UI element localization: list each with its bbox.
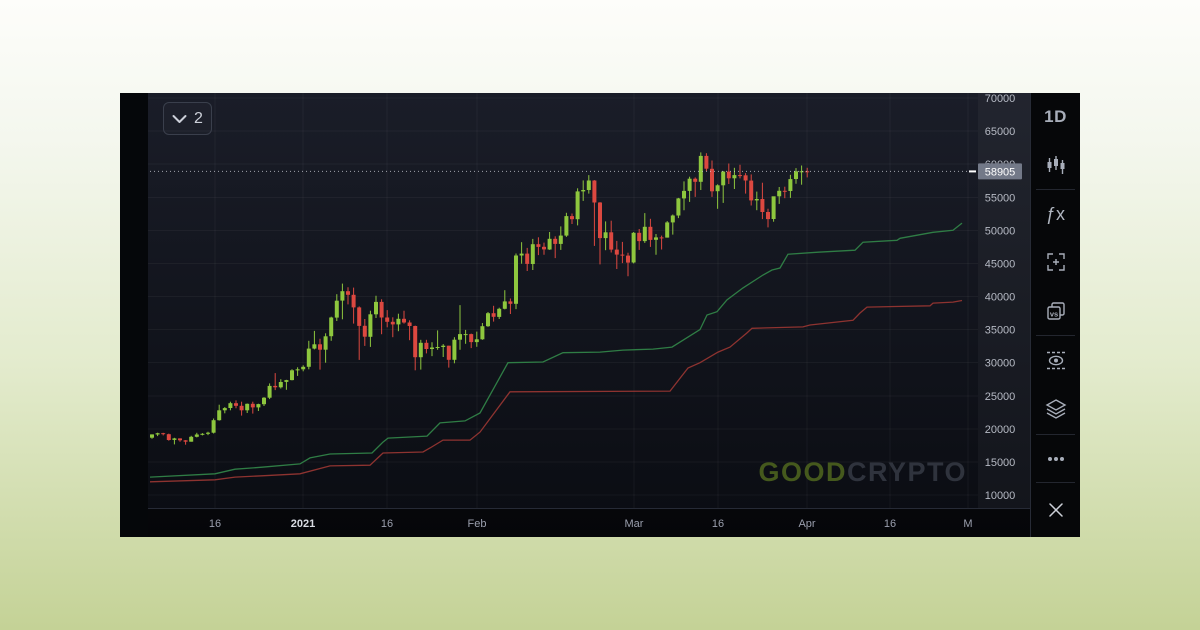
svg-text:16: 16 <box>209 518 221 530</box>
hide-drawings-button[interactable] <box>1031 336 1080 384</box>
toolbar-divider <box>1036 482 1075 483</box>
svg-text:10000: 10000 <box>985 490 1016 502</box>
green-level-line <box>149 222 963 478</box>
svg-text:40000: 40000 <box>985 292 1016 304</box>
right-toolbar: 1D ƒx vs <box>1030 93 1080 537</box>
drawing-tools-button[interactable] <box>1031 238 1080 286</box>
svg-text:55000: 55000 <box>985 192 1016 204</box>
grid <box>148 93 978 508</box>
svg-text:15000: 15000 <box>985 457 1016 469</box>
red-level-line <box>149 299 963 483</box>
indicators-button[interactable]: ƒx <box>1031 190 1080 238</box>
close-button[interactable] <box>1031 483 1080 537</box>
svg-text:65000: 65000 <box>985 126 1016 138</box>
timeframe-label: 1D <box>1044 107 1067 126</box>
fx-label: ƒx <box>1045 203 1065 224</box>
svg-text:2021: 2021 <box>291 518 315 530</box>
svg-text:58905: 58905 <box>985 166 1016 178</box>
more-options-button[interactable] <box>1031 435 1080 483</box>
indicator-count-label: 2 <box>194 109 203 127</box>
svg-text:70000: 70000 <box>985 93 1016 105</box>
svg-text:16: 16 <box>884 518 896 530</box>
candles-icon <box>1047 156 1064 174</box>
svg-text:Mar: Mar <box>625 518 644 530</box>
toolbar-divider <box>1036 335 1075 336</box>
svg-text:45000: 45000 <box>985 258 1016 270</box>
svg-text:CRYPTO: CRYPTO <box>847 457 967 487</box>
svg-text:20000: 20000 <box>985 424 1016 436</box>
frame-plus-icon <box>1046 253 1065 271</box>
layers-icon <box>1045 399 1066 419</box>
svg-text:16: 16 <box>381 518 393 530</box>
ellipsis-icon <box>1047 457 1064 461</box>
indicators-collapse-button[interactable]: 2 <box>163 102 212 135</box>
last-price-label: 58905 <box>150 163 1022 180</box>
svg-text:M: M <box>963 518 972 530</box>
compare-vs-icon: vs <box>1046 302 1065 320</box>
svg-text:vs: vs <box>1049 310 1057 319</box>
svg-text:50000: 50000 <box>985 225 1016 237</box>
candlestick-series <box>150 152 810 445</box>
close-icon <box>1048 503 1063 517</box>
svg-text:GOOD: GOOD <box>758 457 847 487</box>
svg-text:35000: 35000 <box>985 325 1016 337</box>
timeframe-button[interactable]: 1D <box>1031 93 1080 141</box>
chevron-down-icon <box>172 114 187 123</box>
svg-text:25000: 25000 <box>985 391 1016 403</box>
time-scale-background <box>148 508 1030 537</box>
svg-text:30000: 30000 <box>985 358 1016 370</box>
chart-panel: GOODCRYPTO700006500060000550005000045000… <box>120 93 1080 537</box>
eye-dashed-icon <box>1046 351 1065 370</box>
chart-style-button[interactable] <box>1031 141 1080 189</box>
svg-text:16: 16 <box>712 518 724 530</box>
goodcrypto-watermark: GOOD CRYPTO <box>758 457 967 487</box>
svg-text:Feb: Feb <box>468 518 487 530</box>
svg-text:Apr: Apr <box>798 518 815 530</box>
price-chart[interactable]: GOODCRYPTO700006500060000550005000045000… <box>120 93 1030 537</box>
toolbar-divider <box>1036 189 1075 190</box>
time-scale[interactable]: 16 2021 16 Feb Mar 16 Apr 16 M <box>209 518 973 530</box>
chart-area[interactable]: GOODCRYPTO700006500060000550005000045000… <box>120 93 1030 537</box>
toolbar-divider <box>1036 434 1075 435</box>
object-tree-button[interactable] <box>1031 385 1080 433</box>
compare-button[interactable]: vs <box>1031 287 1080 335</box>
